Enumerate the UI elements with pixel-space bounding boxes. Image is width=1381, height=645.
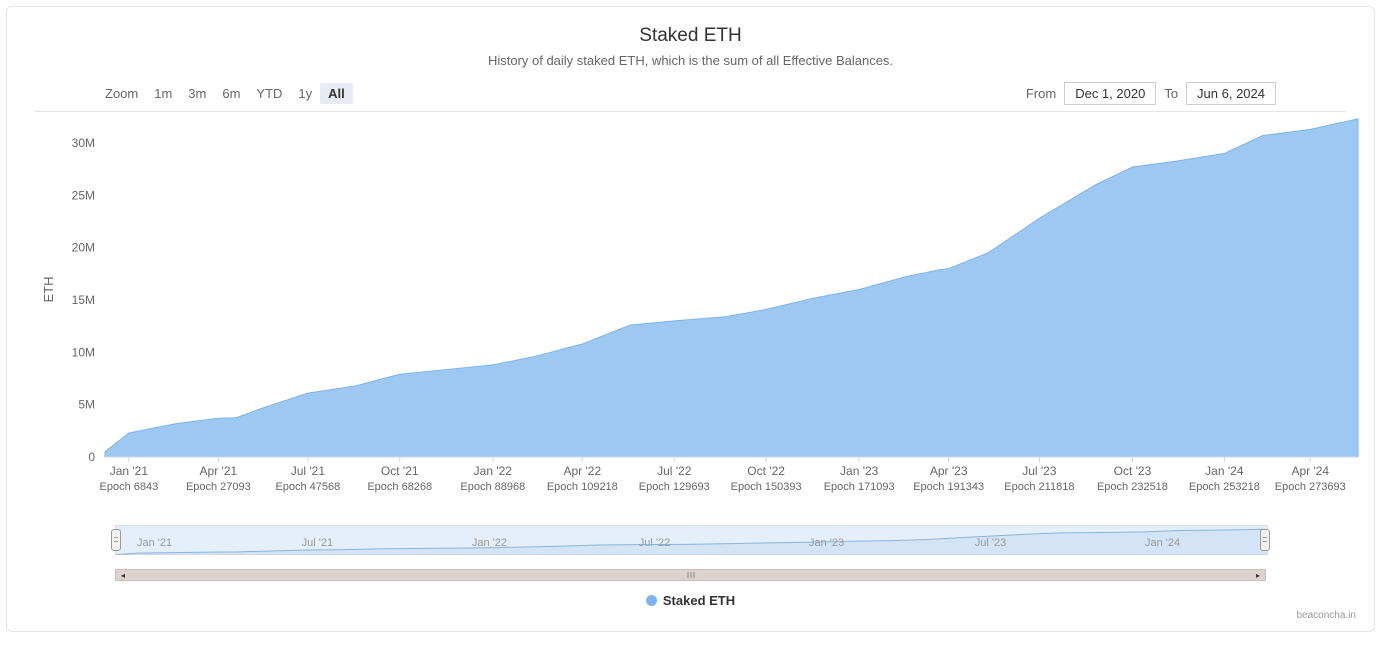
svg-text:5M: 5M [78, 398, 95, 412]
svg-text:Epoch 150393: Epoch 150393 [731, 481, 802, 493]
svg-text:Oct '22: Oct '22 [747, 464, 785, 478]
svg-text:Jan '21: Jan '21 [110, 464, 149, 478]
svg-text:Epoch 191343: Epoch 191343 [913, 481, 984, 493]
date-range-group: From Dec 1, 2020 To Jun 6, 2024 [1026, 82, 1276, 105]
navigator-tick: Jan '23 [809, 537, 844, 549]
svg-text:Jan '23: Jan '23 [840, 464, 879, 478]
zoom-button-3m[interactable]: 3m [180, 83, 214, 104]
svg-text:Epoch 211818: Epoch 211818 [1004, 481, 1074, 493]
navigator-tick: Jan '22 [472, 537, 507, 549]
scrollbar-left-arrow[interactable]: ◂ [116, 570, 130, 580]
range-navigator[interactable]: Jan '21 Jul '21 Jan '22 Jul '22 Jan '23 Jul '… [115, 525, 1266, 569]
scrollbar-grip[interactable] [687, 572, 694, 578]
svg-text:Apr '23: Apr '23 [930, 464, 968, 478]
svg-text:Epoch 47568: Epoch 47568 [275, 481, 340, 493]
zoom-label: Zoom [105, 86, 138, 101]
to-label: To [1164, 86, 1178, 101]
svg-text:0: 0 [88, 450, 95, 464]
svg-text:Epoch 129693: Epoch 129693 [639, 481, 710, 493]
svg-text:Apr '24: Apr '24 [1291, 464, 1329, 478]
chart-credit[interactable]: beaconcha.in [25, 610, 1356, 621]
from-label: From [1026, 86, 1056, 101]
navigator-scrollbar[interactable]: ◂ ▸ [115, 569, 1266, 581]
svg-text:Epoch 273693: Epoch 273693 [1275, 481, 1346, 493]
svg-text:Jan '22: Jan '22 [474, 464, 513, 478]
chart-card: Staked ETH History of daily staked ETH, … [6, 6, 1375, 632]
chart-title: Staked ETH [25, 25, 1356, 47]
svg-text:Jul '23: Jul '23 [1022, 464, 1057, 478]
navigator-handle-left[interactable] [111, 529, 121, 551]
svg-text:Jan '24: Jan '24 [1205, 464, 1244, 478]
svg-text:Apr '21: Apr '21 [200, 464, 238, 478]
svg-text:Epoch 68268: Epoch 68268 [367, 481, 432, 493]
legend[interactable]: Staked ETH [25, 593, 1356, 608]
svg-text:25M: 25M [72, 188, 95, 202]
zoom-button-all[interactable]: All [320, 83, 353, 104]
svg-text:Jul '22: Jul '22 [657, 464, 692, 478]
svg-text:Oct '23: Oct '23 [1114, 464, 1152, 478]
svg-text:ETH: ETH [41, 277, 56, 303]
svg-text:Oct '21: Oct '21 [381, 464, 419, 478]
svg-text:Epoch 232518: Epoch 232518 [1097, 481, 1168, 493]
svg-text:Jul '21: Jul '21 [291, 464, 326, 478]
zoom-button-ytd[interactable]: YTD [248, 83, 290, 104]
legend-marker [646, 595, 657, 606]
svg-text:Epoch 6843: Epoch 6843 [100, 481, 159, 493]
svg-text:Epoch 171093: Epoch 171093 [824, 481, 895, 493]
svg-text:Epoch 253218: Epoch 253218 [1189, 481, 1260, 493]
zoom-group: Zoom 1m3m6mYTD1yAll [105, 86, 353, 101]
zoom-button-1y[interactable]: 1y [290, 83, 320, 104]
to-date-input[interactable]: Jun 6, 2024 [1186, 82, 1276, 105]
navigator-tick: Jul '22 [639, 537, 670, 549]
navigator-handle-right[interactable] [1260, 529, 1270, 551]
navigator-tick: Jul '23 [975, 537, 1006, 549]
chart-controls: Zoom 1m3m6mYTD1yAll From Dec 1, 2020 To … [25, 82, 1356, 105]
svg-text:Epoch 109218: Epoch 109218 [547, 481, 618, 493]
svg-text:15M: 15M [72, 293, 95, 307]
navigator-tick: Jul '21 [302, 537, 333, 549]
scrollbar-right-arrow[interactable]: ▸ [1251, 570, 1265, 580]
from-date-input[interactable]: Dec 1, 2020 [1064, 82, 1156, 105]
zoom-button-1m[interactable]: 1m [146, 83, 180, 104]
legend-label: Staked ETH [663, 593, 735, 608]
chart-subtitle: History of daily staked ETH, which is th… [25, 53, 1356, 68]
svg-text:30M: 30M [72, 136, 95, 150]
chart-plot-area[interactable]: 0 5M 10M 15M 20M 25M 30M ETH Jan '21 Epoch 6843 Ap… [35, 111, 1346, 511]
svg-text:20M: 20M [72, 241, 95, 255]
navigator-tick: Jan '21 [137, 537, 172, 549]
svg-text:Epoch 88968: Epoch 88968 [460, 481, 525, 493]
navigator-tick: Jan '24 [1145, 537, 1180, 549]
zoom-button-6m[interactable]: 6m [214, 83, 248, 104]
svg-text:Epoch 27093: Epoch 27093 [186, 481, 251, 493]
svg-text:10M: 10M [72, 345, 95, 359]
svg-text:Apr '22: Apr '22 [564, 464, 602, 478]
